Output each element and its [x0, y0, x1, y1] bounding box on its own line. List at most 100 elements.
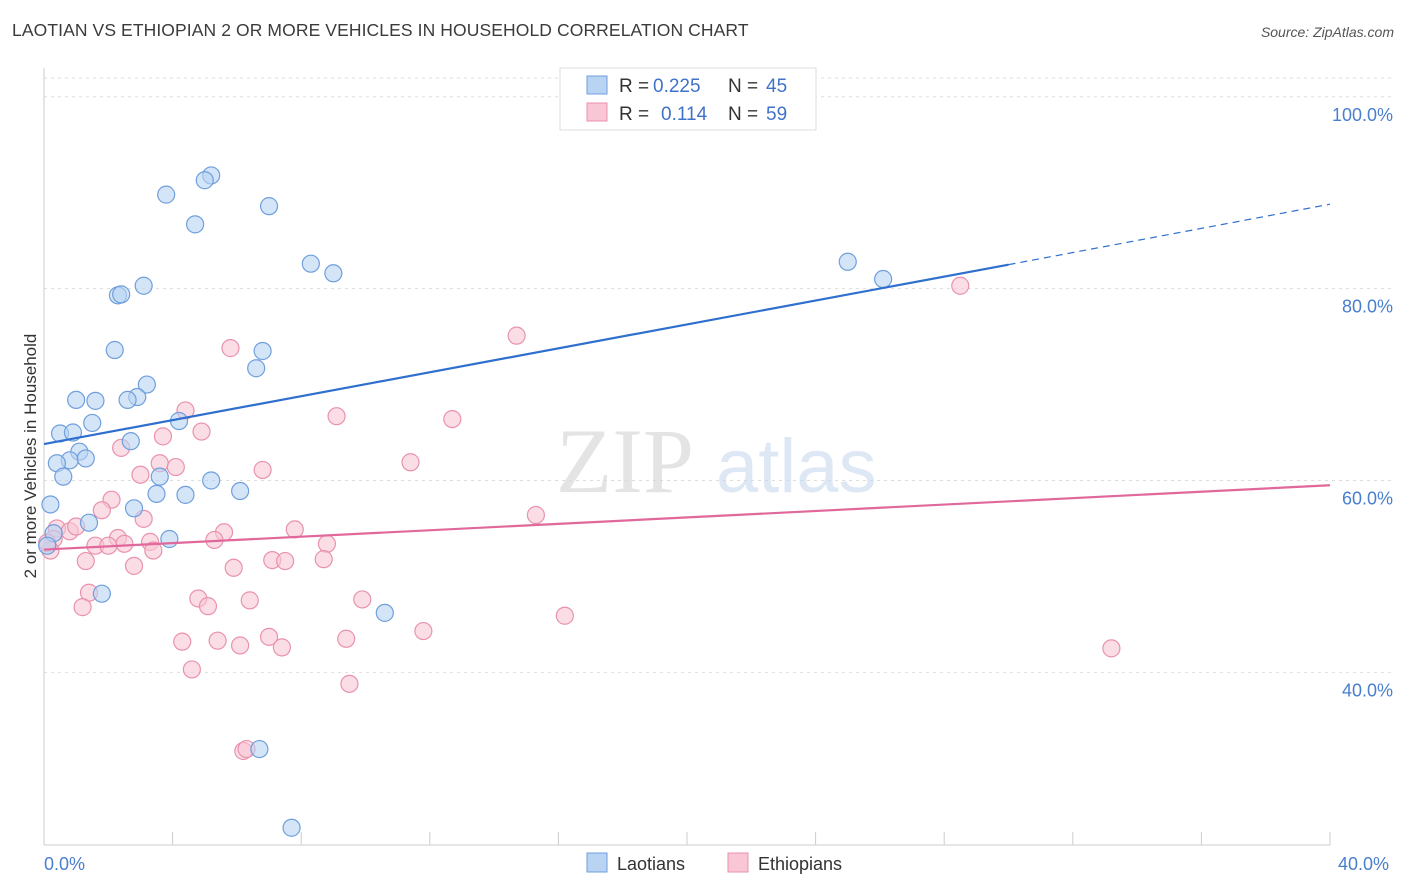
- laotian-point: [67, 390, 86, 410]
- ethiopian-point: [198, 597, 218, 616]
- laotian-point: [176, 485, 195, 504]
- laotian-point: [231, 481, 250, 501]
- ethiopian-point: [951, 276, 970, 295]
- ethiopian-point: [182, 660, 201, 679]
- y-tick-label: 100.0%: [1332, 105, 1393, 125]
- laotian-point: [150, 467, 169, 486]
- ethiopian-point: [224, 558, 243, 577]
- laotian-point: [838, 252, 857, 271]
- watermark: ZIP atlas: [556, 410, 877, 512]
- y-tick-labels: 40.0% 60.0% 80.0% 100.0%: [1332, 105, 1393, 701]
- ethiopian-point: [317, 534, 337, 553]
- legend-n-label-ethiopians: N =: [728, 104, 758, 125]
- y-axis-title: 2 or more Vehicles in Household: [21, 334, 40, 579]
- y-tick-label: 40.0%: [1342, 680, 1393, 700]
- laotian-point: [301, 254, 320, 273]
- legend-r-label-ethiopians: R =: [619, 104, 649, 125]
- x-ticks: [172, 832, 1331, 845]
- ethiopian-point: [1102, 639, 1121, 658]
- ethiopian-point: [401, 453, 420, 472]
- ethiopian-point: [327, 407, 346, 426]
- laotian-point: [137, 375, 156, 394]
- bottom-legend-label-laotians: Laotians: [617, 854, 685, 874]
- grid-lines: [44, 77, 1392, 673]
- watermark-atlas: atlas: [716, 424, 877, 509]
- ethiopian-point: [92, 501, 111, 520]
- ethiopian-trend-line: [43, 484, 1331, 551]
- laotian-point: [195, 171, 214, 190]
- laotian-point: [324, 264, 343, 283]
- ethiopian-point: [259, 627, 279, 646]
- laotian-point: [86, 391, 105, 410]
- ethiopian-point: [208, 631, 227, 650]
- bottom-legend: Laotians Ethiopians: [586, 852, 842, 874]
- ethiopian-point: [240, 591, 259, 610]
- ethiopian-point: [340, 674, 359, 693]
- laotian-point: [83, 413, 102, 433]
- trend-lines: [43, 203, 1331, 551]
- laotian-point: [202, 471, 221, 490]
- ethiopian-point: [353, 590, 372, 609]
- chart-title: LAOTIAN VS ETHIOPIAN 2 OR MORE VEHICLES …: [12, 20, 749, 40]
- laotian-point: [874, 269, 893, 289]
- ethiopian-point: [131, 465, 150, 484]
- laotian-point: [121, 432, 140, 451]
- bottom-legend-label-ethiopians: Ethiopians: [758, 854, 842, 874]
- ethiopian-point: [555, 606, 574, 625]
- ethiopian-point: [115, 534, 134, 553]
- ethiopian-point: [443, 409, 462, 429]
- laotian-point: [160, 529, 179, 549]
- legend-n-value-ethiopians: 59: [766, 104, 787, 125]
- legend-n-label-laotians: N =: [728, 76, 758, 97]
- ethiopian-point: [272, 638, 292, 657]
- laotian-point: [247, 359, 266, 378]
- ethiopian-point: [285, 520, 304, 539]
- ethiopian-point: [314, 550, 333, 569]
- ethiopian-point: [526, 505, 545, 525]
- laotian-point: [134, 276, 153, 295]
- laotian-point: [259, 197, 279, 216]
- legend-r-value-laotians: 0.225: [653, 76, 701, 97]
- laotian-point: [92, 584, 111, 603]
- laotian-point: [124, 499, 144, 518]
- laotian-point: [76, 449, 95, 468]
- ethiopian-point: [414, 621, 433, 641]
- ethiopian-point: [276, 551, 295, 571]
- ethiopian-point: [173, 632, 192, 651]
- ethiopian-point: [253, 460, 272, 480]
- ethiopian-point: [144, 541, 163, 560]
- laotian-point: [375, 603, 394, 622]
- ethiopian-point: [337, 629, 356, 648]
- legend-n-value-laotians: 45: [766, 76, 787, 97]
- ethiopian-point: [221, 339, 240, 358]
- bottom-legend-swatch-laotians: [586, 852, 608, 873]
- laotian-point: [118, 390, 137, 410]
- laotian-trend-extension: [1008, 203, 1331, 266]
- laotian-point: [79, 513, 99, 532]
- ethiopian-point: [507, 326, 526, 345]
- ethiopian-point: [192, 422, 211, 441]
- x-tick-label-max: 40.0%: [1338, 854, 1389, 874]
- ethiopian-point: [153, 427, 173, 446]
- laotian-trend-line: [43, 263, 1009, 446]
- laotian-point: [186, 215, 205, 234]
- series-ethiopians: [38, 276, 1121, 761]
- source-credit: Source: ZipAtlas.com: [1260, 24, 1394, 40]
- laotian-point: [250, 739, 269, 759]
- ethiopian-point: [73, 598, 92, 617]
- laotian-point: [112, 285, 131, 304]
- ethiopian-point: [231, 636, 250, 655]
- ethiopian-point: [166, 457, 185, 477]
- x-tick-label-min: 0.0%: [44, 854, 85, 874]
- series-laotians: [38, 166, 893, 837]
- laotian-point: [41, 495, 60, 514]
- laotian-point: [147, 484, 166, 504]
- legend-r-label-laotians: R =: [619, 76, 649, 97]
- laotian-point: [54, 467, 73, 486]
- laotian-point: [282, 818, 301, 837]
- legend-swatch-ethiopians: [586, 102, 608, 122]
- ethiopian-point: [76, 551, 95, 571]
- watermark-zip: ZIP: [556, 410, 694, 512]
- y-tick-label: 80.0%: [1342, 297, 1393, 317]
